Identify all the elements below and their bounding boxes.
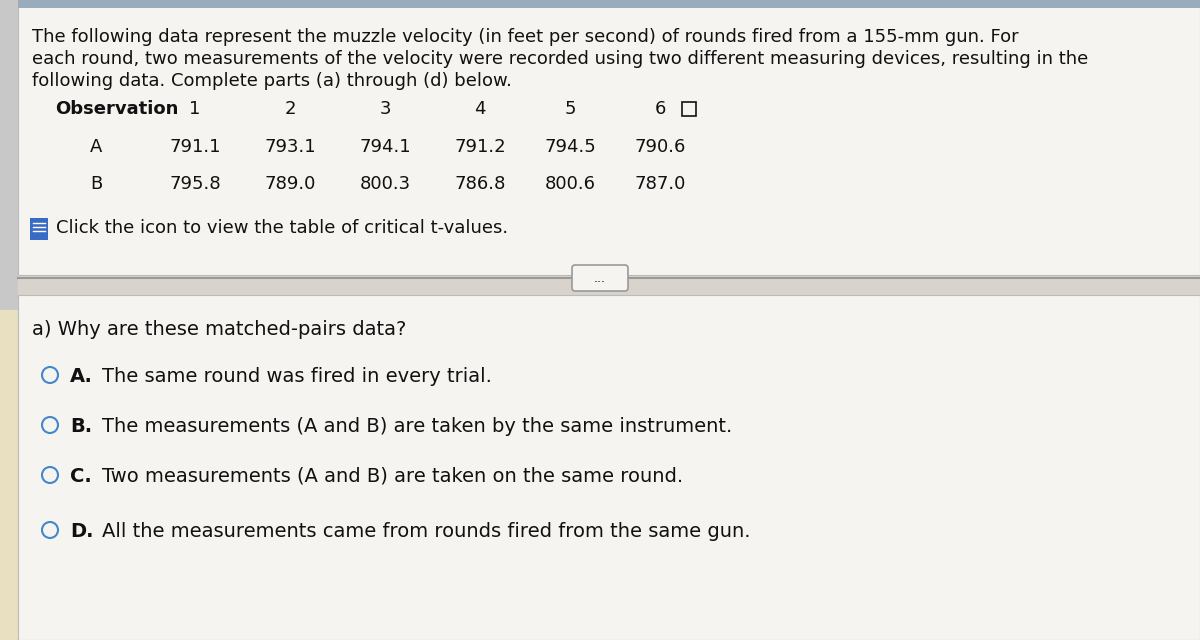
- Text: B.: B.: [70, 417, 92, 436]
- Text: 795.8: 795.8: [169, 175, 221, 193]
- Text: 790.6: 790.6: [635, 138, 685, 156]
- Text: 787.0: 787.0: [635, 175, 685, 193]
- Text: 793.1: 793.1: [264, 138, 316, 156]
- Text: each round, two measurements of the velocity were recorded using two different m: each round, two measurements of the velo…: [32, 50, 1088, 68]
- Text: 791.2: 791.2: [454, 138, 506, 156]
- Bar: [18, 0, 1200, 8]
- Bar: [0, 0, 18, 640]
- Text: 4: 4: [474, 100, 486, 118]
- Text: 3: 3: [379, 100, 391, 118]
- Text: 789.0: 789.0: [264, 175, 316, 193]
- Text: B: B: [90, 175, 102, 193]
- Text: 5: 5: [564, 100, 576, 118]
- Text: 786.8: 786.8: [455, 175, 505, 193]
- Text: Click the icon to view the table of critical t-values.: Click the icon to view the table of crit…: [56, 219, 508, 237]
- Text: Two measurements (A and B) are taken on the same round.: Two measurements (A and B) are taken on …: [102, 467, 683, 486]
- Text: C.: C.: [70, 467, 91, 486]
- Bar: [0, 310, 18, 640]
- Text: 1: 1: [190, 100, 200, 118]
- Text: 791.1: 791.1: [169, 138, 221, 156]
- Text: The following data represent the muzzle velocity (in feet per second) of rounds : The following data represent the muzzle …: [32, 28, 1019, 46]
- Text: 6: 6: [654, 100, 666, 118]
- Text: 794.1: 794.1: [359, 138, 410, 156]
- Text: The same round was fired in every trial.: The same round was fired in every trial.: [102, 367, 492, 386]
- Text: All the measurements came from rounds fired from the same gun.: All the measurements came from rounds fi…: [102, 522, 750, 541]
- Bar: [682, 102, 696, 116]
- Text: Observation: Observation: [55, 100, 179, 118]
- Bar: [18, 0, 1200, 275]
- Text: following data. Complete parts (a) through (d) below.: following data. Complete parts (a) throu…: [32, 72, 512, 90]
- Bar: [30, 218, 48, 240]
- Text: 800.6: 800.6: [545, 175, 595, 193]
- Text: D.: D.: [70, 522, 94, 541]
- Text: a) Why are these matched-pairs data?: a) Why are these matched-pairs data?: [32, 320, 407, 339]
- Bar: [18, 295, 1200, 640]
- FancyBboxPatch shape: [572, 265, 628, 291]
- Text: 2: 2: [284, 100, 295, 118]
- Text: 800.3: 800.3: [360, 175, 410, 193]
- Text: A: A: [90, 138, 102, 156]
- Text: ...: ...: [594, 271, 606, 285]
- Text: 794.5: 794.5: [544, 138, 596, 156]
- Text: The measurements (A and B) are taken by the same instrument.: The measurements (A and B) are taken by …: [102, 417, 732, 436]
- Text: A.: A.: [70, 367, 92, 386]
